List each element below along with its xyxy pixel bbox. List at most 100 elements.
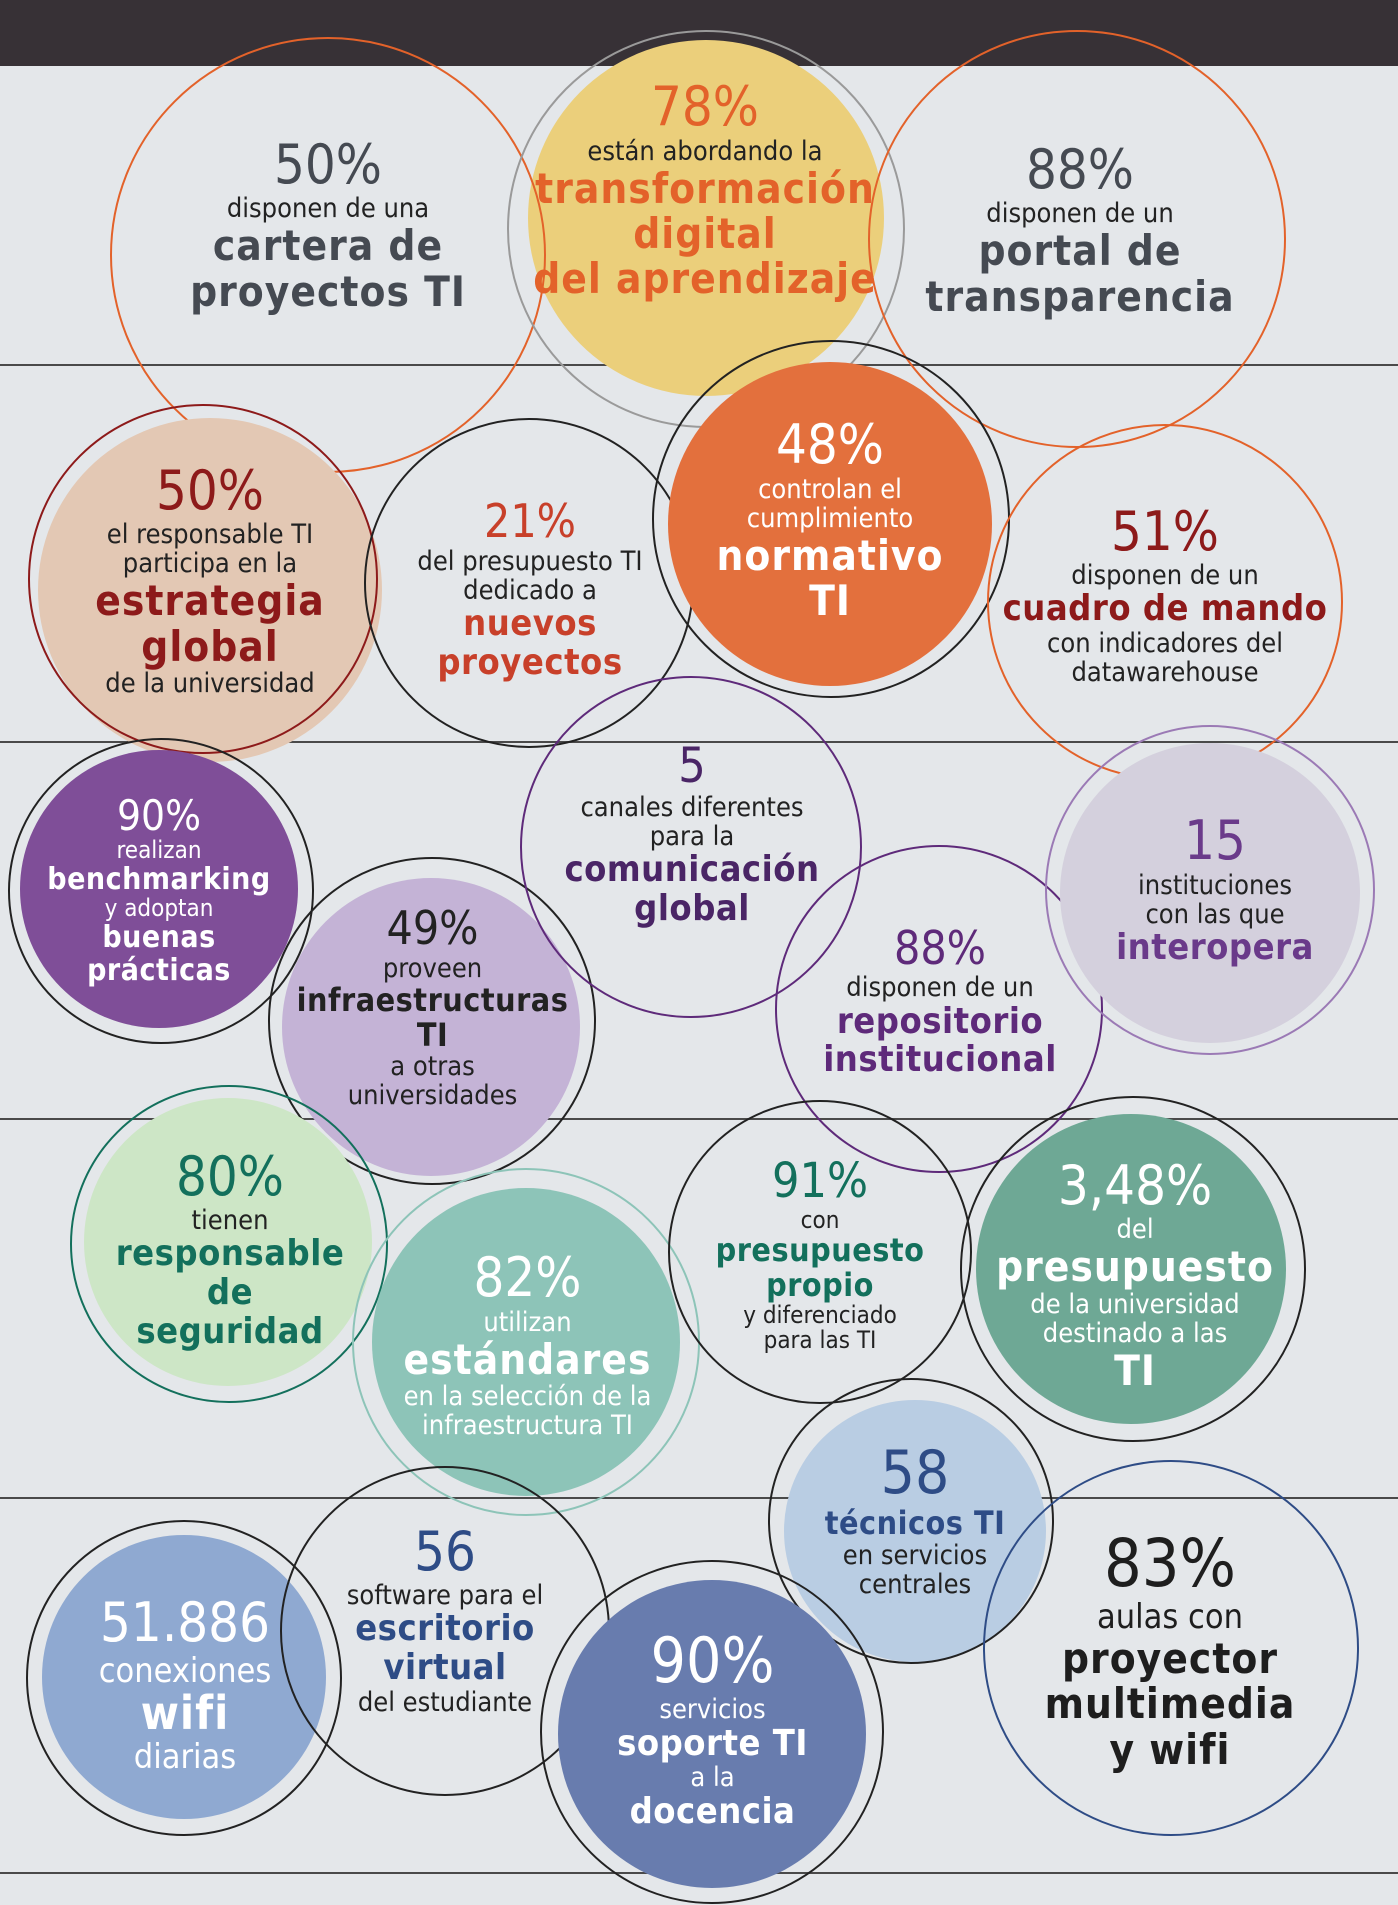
stat-text: con indicadores del: [1047, 628, 1283, 660]
stat-text: y diferenciado: [743, 1300, 897, 1329]
stat-number: 5: [678, 738, 706, 795]
stat-number: 15: [1184, 809, 1246, 873]
stat-text: destinado a las: [1042, 1317, 1228, 1349]
stat-text: están abordando la: [587, 135, 823, 167]
stat-bubble-ring: [268, 857, 596, 1185]
stat-highlight: soporte TI: [617, 1722, 808, 1764]
stat-number: 49%: [386, 901, 479, 956]
stat-highlight: infraestructuras: [296, 981, 569, 1020]
stat-card: 5 canales diferentes para la comunicació…: [540, 730, 844, 940]
stat-highlight: seguridad: [136, 1311, 324, 1353]
stat-text: servicios: [659, 1694, 766, 1726]
stat-text: canales diferentes: [580, 791, 804, 823]
stat-highlight: institucional: [823, 1039, 1057, 1081]
stat-highlight: benchmarking: [47, 862, 271, 898]
stat-bubble-ring: [1045, 725, 1375, 1055]
stat-text: del: [1116, 1214, 1154, 1246]
stat-highlight: TI: [809, 576, 851, 626]
stat-highlight: digital: [633, 209, 777, 259]
stat-text: universidades: [347, 1080, 518, 1112]
stat-highlight: global: [141, 621, 279, 671]
stat-bubble-ring: [983, 1460, 1359, 1836]
stat-number: 88%: [894, 920, 986, 975]
stat-highlight: presupuesto: [715, 1231, 925, 1270]
stat-text: utilizan: [483, 1306, 572, 1338]
stat-text: disponen de una: [226, 193, 430, 225]
stat-text: diarias: [133, 1736, 237, 1777]
stat-number: 83%: [1104, 1524, 1236, 1602]
stat-text: conexiones: [98, 1650, 272, 1691]
stat-card: 58 técnicos TI en servicios centrales: [790, 1420, 1040, 1620]
stat-card: 50% disponen de una cartera de proyectos…: [128, 110, 528, 340]
stat-number: 21%: [484, 494, 576, 549]
row-divider: [0, 1497, 1398, 1499]
stat-text: centrales: [858, 1568, 972, 1600]
stat-text: proveen: [382, 953, 483, 985]
stat-number: 80%: [176, 1144, 284, 1208]
stat-highlight: TI: [416, 1015, 449, 1054]
stat-highlight: buenas: [102, 920, 216, 956]
stat-text: de la universidad: [1030, 1288, 1240, 1320]
stat-text: a la: [690, 1762, 735, 1794]
stat-bubble-ring: [960, 1096, 1306, 1442]
stat-bubble-ring: [520, 676, 862, 1018]
stat-text: para la: [649, 821, 735, 853]
stat-card: 82% utilizan estándares en la selección …: [380, 1215, 675, 1475]
stat-text: software para el: [346, 1580, 544, 1612]
stat-number: 48%: [776, 413, 884, 477]
stat-number: 51.886: [100, 1591, 270, 1655]
stat-highlight: proyectos TI: [190, 266, 466, 316]
stat-number: 90%: [650, 1624, 775, 1698]
stat-text: instituciones: [1138, 869, 1292, 901]
stat-card: 78% están abordando la transformación di…: [520, 70, 890, 310]
stat-text: disponen de un: [1071, 559, 1259, 591]
stat-text: tienen: [191, 1205, 269, 1237]
stat-highlight: de: [206, 1272, 254, 1314]
stat-card: 3,48% del presupuesto de la universidad …: [985, 1135, 1285, 1415]
stat-card: 50% el responsable TI participa en la es…: [60, 440, 360, 720]
stat-text: en servicios: [842, 1539, 988, 1571]
stat-highlight: cartera de: [212, 221, 444, 271]
stat-highlight: técnicos TI: [824, 1503, 1006, 1542]
stat-text: disponen de un: [846, 972, 1034, 1004]
stat-card: 48% controlan el cumplimiento normativo …: [680, 400, 980, 640]
stat-number: 90%: [117, 790, 201, 840]
stat-highlight: responsable: [115, 1233, 345, 1275]
stat-number: 58: [880, 1438, 950, 1509]
stat-text: del estudiante: [357, 1687, 533, 1719]
stat-text: y adoptan: [104, 894, 214, 923]
stat-number: 56: [414, 1519, 476, 1583]
stat-number: 51%: [1111, 499, 1219, 563]
stat-card: 21% del presupuesto TI dedicado a nuevos…: [395, 480, 665, 700]
stat-number: 3,48%: [1057, 1153, 1213, 1217]
stat-number: 78%: [651, 75, 759, 139]
stat-highlight: comunicación: [564, 849, 820, 891]
stat-number: 88%: [1026, 137, 1134, 201]
stat-bubble-ring: [540, 1560, 884, 1904]
stat-highlight: interopera: [1116, 926, 1314, 968]
stat-text: aulas con: [1097, 1597, 1243, 1638]
stat-text: infraestructura TI: [422, 1410, 633, 1442]
stat-text: a otras: [390, 1051, 475, 1083]
stat-highlight: multimedia: [1044, 1679, 1296, 1729]
stat-bubble-ring: [8, 738, 314, 1044]
stat-text: con las que: [1145, 898, 1285, 930]
stat-text: para las TI: [763, 1326, 877, 1355]
stat-highlight: proyectos: [437, 641, 623, 683]
stat-highlight: transparencia: [925, 271, 1235, 321]
stat-highlight: presupuesto: [996, 1242, 1274, 1292]
stat-highlight: estrategia: [95, 576, 325, 626]
stat-card: 15 instituciones con las que interopera: [1070, 800, 1360, 980]
stat-highlight: transformación: [535, 163, 875, 213]
stat-card: 83% aulas con proyector multimedia y wif…: [1010, 1500, 1330, 1800]
stat-card: 51% disponen de un cuadro de mando con i…: [1000, 480, 1330, 710]
stat-text: participa en la: [122, 548, 298, 580]
stat-highlight: cuadro de mando: [1002, 588, 1328, 630]
stat-highlight: wifi: [140, 1686, 230, 1741]
stat-highlight: docencia: [629, 1790, 796, 1832]
stat-text: dedicado a: [463, 574, 597, 606]
stat-highlight: del aprendizaje: [533, 254, 877, 304]
stat-text: datawarehouse: [1071, 657, 1259, 689]
stat-highlight: escritorio: [355, 1608, 535, 1650]
stat-card: 90% realizan benchmarking y adoptan buen…: [30, 770, 288, 1010]
